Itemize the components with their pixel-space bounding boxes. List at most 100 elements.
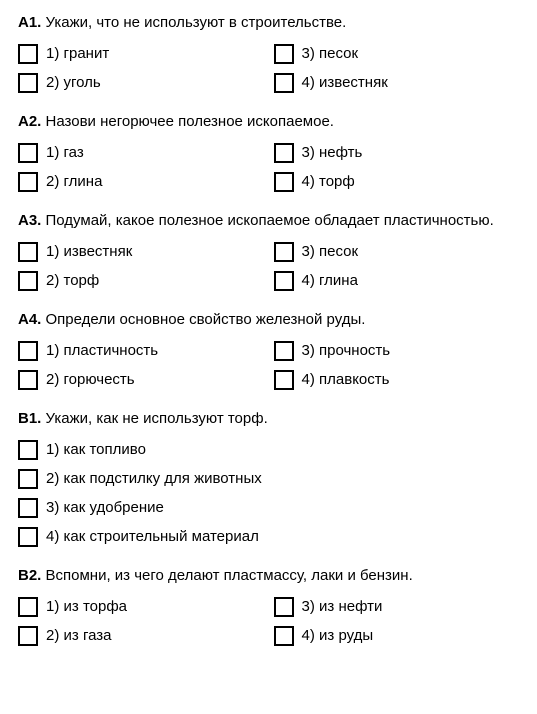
checkbox[interactable]: [18, 271, 38, 291]
option-item: 2) торф: [18, 270, 264, 291]
option-item: 1) гранит: [18, 43, 264, 64]
option-value: как удобрение: [64, 499, 164, 516]
question-text: А1. Укажи, что не используют в строитель…: [18, 12, 519, 33]
checkbox[interactable]: [18, 469, 38, 489]
checkbox[interactable]: [18, 44, 38, 64]
checkbox[interactable]: [18, 597, 38, 617]
checkbox[interactable]: [18, 242, 38, 262]
option-item: 2) глина: [18, 171, 264, 192]
option-number: 4): [302, 627, 315, 644]
question-text: А2. Назови негорючее полезное ископаемое…: [18, 111, 519, 132]
checkbox[interactable]: [274, 370, 294, 390]
options-container: 1) газ3) нефть2) глина4) торф: [18, 142, 519, 192]
option-value: уголь: [64, 74, 101, 91]
option-number: 1): [46, 598, 59, 615]
option-value: торф: [319, 173, 355, 190]
checkbox[interactable]: [18, 341, 38, 361]
option-text: 2) из газа: [46, 625, 111, 646]
checkbox[interactable]: [274, 242, 294, 262]
option-text: 3) прочность: [302, 340, 391, 361]
question-block: А1. Укажи, что не используют в строитель…: [18, 12, 519, 93]
option-text: 3) как удобрение: [46, 497, 164, 518]
option-number: 2): [46, 627, 59, 644]
checkbox[interactable]: [274, 626, 294, 646]
checkbox[interactable]: [18, 143, 38, 163]
option-number: 1): [46, 243, 59, 260]
checkbox[interactable]: [274, 172, 294, 192]
question-label: А1.: [18, 14, 41, 31]
option-item: 1) как топливо: [18, 439, 519, 460]
option-item: 2) как подстилку для животных: [18, 468, 519, 489]
options-container: 1) известняк3) песок2) торф4) глина: [18, 241, 519, 291]
checkbox[interactable]: [18, 370, 38, 390]
option-number: 4): [302, 371, 315, 388]
option-value: из торфа: [64, 598, 128, 615]
question-text: А4. Определи основное свойство железной …: [18, 309, 519, 330]
option-item: 1) известняк: [18, 241, 264, 262]
option-value: прочность: [319, 342, 390, 359]
option-number: 1): [46, 45, 59, 62]
question-text: А3. Подумай, какое полезное ископаемое о…: [18, 210, 519, 231]
option-item: 2) горючесть: [18, 369, 264, 390]
checkbox[interactable]: [274, 271, 294, 291]
option-number: 3): [302, 243, 315, 260]
options-container: 1) из торфа 3) из нефти 2) из газа 4) из ру…: [18, 596, 519, 646]
option-item: 4) из руды: [274, 625, 520, 646]
option-value: глина: [64, 173, 103, 190]
checkbox[interactable]: [274, 341, 294, 361]
option-number: 3): [302, 598, 315, 615]
option-item: 1) пластичность: [18, 340, 264, 361]
checkbox[interactable]: [18, 73, 38, 93]
option-number: 2): [46, 173, 59, 190]
option-number: 2): [46, 74, 59, 91]
question-prompt: Определи основное свойство железной руды…: [46, 311, 366, 328]
option-item: 2) из газа: [18, 625, 264, 646]
question-prompt: Назови негорючее полезное ископаемое.: [46, 113, 334, 130]
checkbox[interactable]: [18, 527, 38, 547]
options-container: 1) пластичность 3) прочность 2) горючесть 4…: [18, 340, 519, 390]
option-item: 3) как удобрение: [18, 497, 519, 518]
option-number: 4): [46, 528, 59, 545]
option-number: 4): [302, 173, 315, 190]
option-text: 2) глина: [46, 171, 102, 192]
option-value: пластичность: [64, 342, 159, 359]
option-value: известняк: [319, 74, 388, 91]
checkbox[interactable]: [18, 440, 38, 460]
checkbox[interactable]: [18, 626, 38, 646]
checkbox[interactable]: [18, 172, 38, 192]
option-value: нефть: [319, 144, 362, 161]
option-text: 4) торф: [302, 171, 355, 192]
option-item: 4) глина: [274, 270, 520, 291]
option-item: 4) известняк: [274, 72, 520, 93]
options-container: 1) как топливо 2) как подстилку для живот…: [18, 439, 519, 547]
option-text: 1) из торфа: [46, 596, 127, 617]
option-value: торф: [64, 272, 100, 289]
question-text: В2. Вспомни, из чего делают пластмассу, …: [18, 565, 519, 586]
option-number: 2): [46, 272, 59, 289]
question-block: А3. Подумай, какое полезное ископаемое о…: [18, 210, 519, 291]
option-item: 4) плавкость: [274, 369, 520, 390]
option-number: 1): [46, 144, 59, 161]
option-text: 4) из руды: [302, 625, 374, 646]
quiz-container: А1. Укажи, что не используют в строитель…: [18, 12, 519, 646]
question-label: А3.: [18, 212, 41, 229]
question-prompt: Подумай, какое полезное ископаемое облад…: [46, 212, 494, 229]
checkbox[interactable]: [274, 44, 294, 64]
option-item: 3) прочность: [274, 340, 520, 361]
question-label: А4.: [18, 311, 41, 328]
checkbox[interactable]: [18, 498, 38, 518]
option-text: 1) пластичность: [46, 340, 158, 361]
checkbox[interactable]: [274, 597, 294, 617]
question-block: В1. Укажи, как не используют торф.1) как…: [18, 408, 519, 547]
question-prompt: Укажи, как не используют торф.: [46, 410, 268, 427]
option-value: из руды: [319, 627, 373, 644]
option-value: песок: [319, 45, 358, 62]
option-number: 2): [46, 470, 59, 487]
option-number: 1): [46, 342, 59, 359]
option-number: 3): [46, 499, 59, 516]
option-value: из нефти: [319, 598, 382, 615]
checkbox[interactable]: [274, 143, 294, 163]
option-number: 4): [302, 272, 315, 289]
option-text: 2) торф: [46, 270, 99, 291]
checkbox[interactable]: [274, 73, 294, 93]
